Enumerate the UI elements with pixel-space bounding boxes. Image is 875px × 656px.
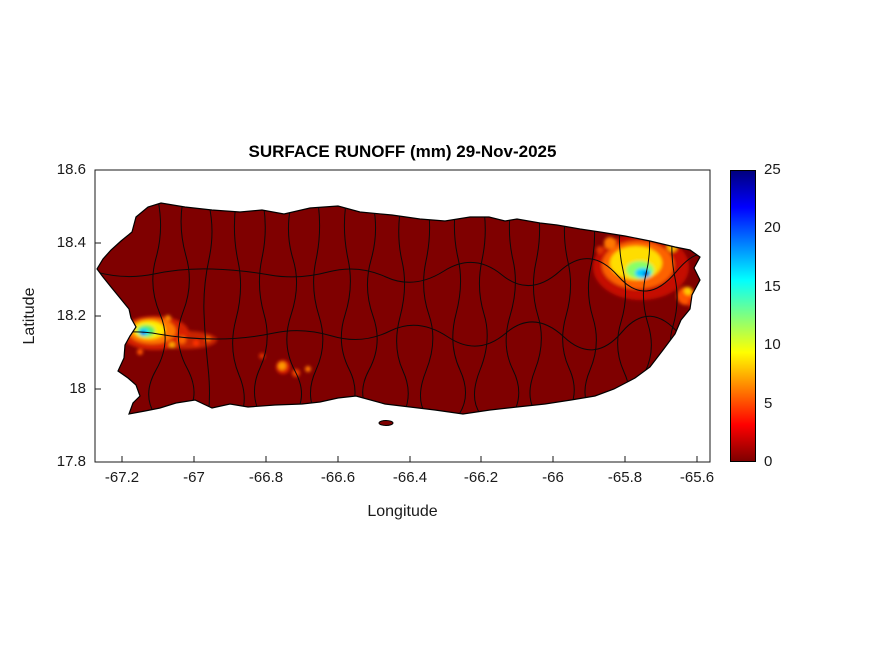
colorbar [730, 170, 756, 462]
plot-title: SURFACE RUNOFF (mm) 29-Nov-2025 [248, 142, 557, 161]
runoff-intensity-layer [97, 203, 700, 414]
x-tick-label: -65.8 [607, 469, 643, 486]
x-tick-label: -66.8 [248, 469, 284, 486]
y-tick-label: 18.6 [56, 161, 86, 178]
colorbar-tick-label: 10 [764, 336, 781, 353]
x-tick-label: -66 [542, 469, 564, 486]
y-tick-label: 18 [69, 380, 86, 397]
x-tick-label: -65.6 [679, 469, 715, 486]
colorbar-tick-label: 25 [764, 161, 781, 178]
x-tick-label: -67 [183, 469, 205, 486]
runoff-hotspot-west [121, 315, 217, 355]
x-tick-label: -67.2 [104, 469, 140, 486]
colorbar-tick-label: 0 [764, 453, 773, 470]
x-tick-label: -66.4 [392, 469, 428, 486]
y-tick-label: 17.8 [56, 453, 86, 470]
colorbar-tick-label: 5 [764, 395, 773, 412]
x-axis-label: Longitude [367, 503, 438, 520]
x-tick-label: -66.6 [320, 469, 356, 486]
colorbar-tick-label: 15 [764, 278, 781, 295]
y-tick-label: 18.4 [56, 234, 86, 251]
axis-tick-marks [95, 169, 698, 463]
y-tick-label: 18.2 [56, 307, 86, 324]
colorbar-tick-label: 20 [764, 219, 781, 236]
x-tick-label: -66.2 [463, 469, 499, 486]
islet-caja-de-muertos [378, 420, 394, 426]
